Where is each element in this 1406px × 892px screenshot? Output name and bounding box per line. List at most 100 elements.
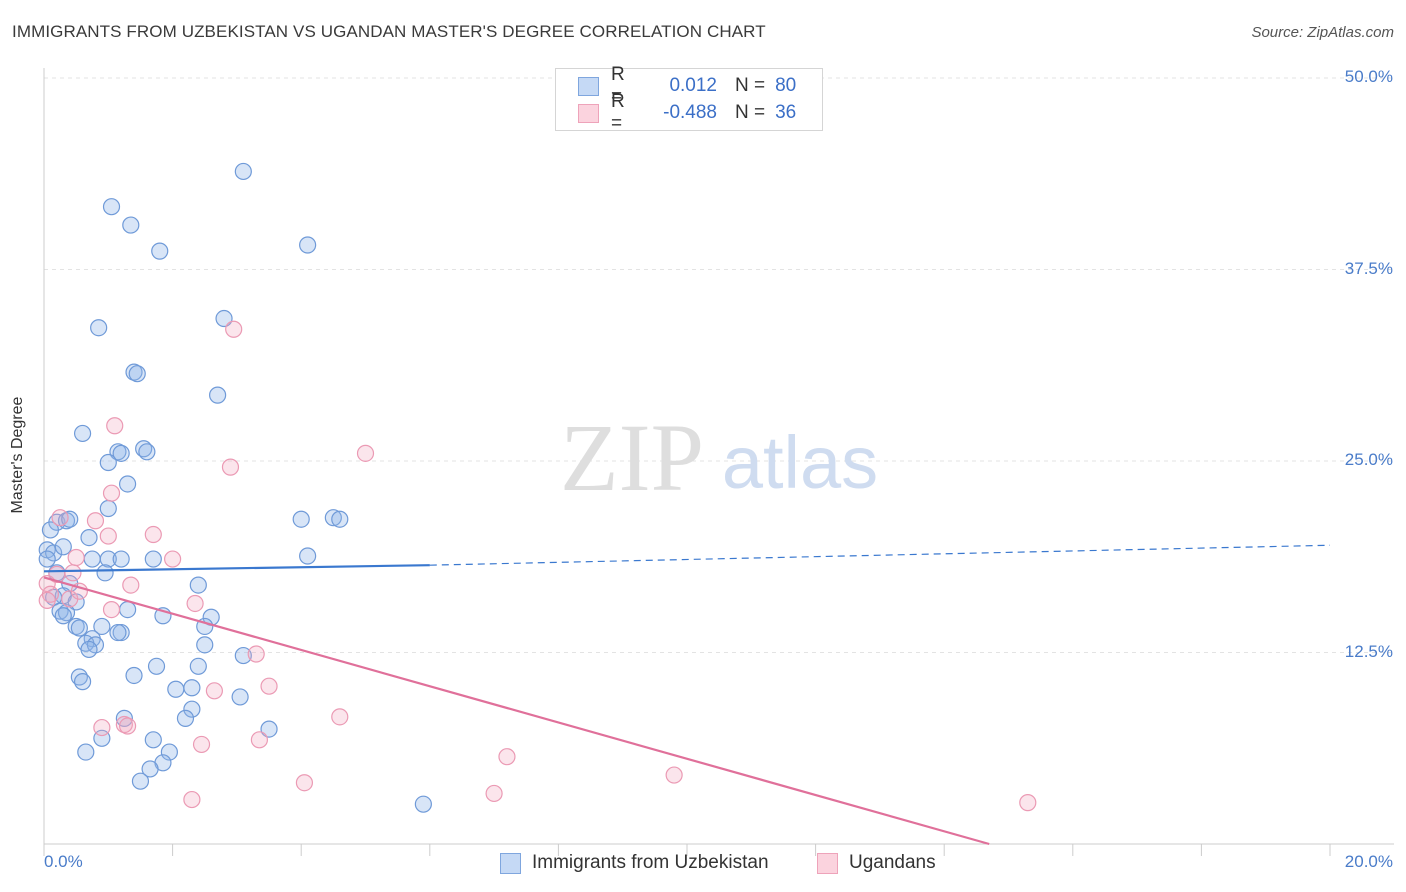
point-pink: [247, 645, 265, 663]
point-pink: [498, 748, 516, 766]
point-blue: [118, 475, 137, 493]
point-blue: [331, 510, 349, 528]
point-blue: [234, 646, 252, 665]
point-blue: [141, 760, 159, 778]
legend-n-value-pink: 36: [775, 102, 797, 123]
chart-title: IMMIGRANTS FROM UZBEKISTAN VS UGANDAN MA…: [12, 22, 766, 41]
point-blue: [183, 700, 201, 718]
point-blue: [292, 510, 310, 528]
trend-line-blue-dashed: [429, 544, 1331, 566]
point-pink: [51, 509, 69, 527]
y-tick-label: 50.0%: [1344, 67, 1393, 86]
point-pink: [122, 576, 140, 594]
point-blue: [135, 440, 153, 458]
point-blue: [131, 772, 150, 790]
point-blue: [112, 550, 130, 568]
point-blue: [160, 743, 178, 761]
trend-lines: [43, 544, 1331, 846]
point-pink: [86, 512, 105, 530]
point-blue: [299, 547, 317, 565]
legend-swatch-pink: [578, 103, 599, 123]
point-blue: [57, 604, 76, 622]
watermark-atlas: atlas: [722, 421, 878, 504]
point-blue: [99, 453, 117, 472]
point-blue: [118, 601, 137, 619]
point-blue: [147, 657, 166, 675]
source-label: Source: ZipAtlas.com: [1251, 24, 1394, 41]
point-blue: [90, 319, 108, 337]
legend-n-label: N =: [735, 75, 766, 96]
bottom-legend-pink: Ugandans: [817, 852, 936, 874]
point-pink: [192, 735, 211, 754]
point-blue: [99, 550, 117, 568]
point-pink: [38, 591, 56, 610]
trend-line-pink: [43, 576, 990, 846]
point-blue: [93, 617, 111, 636]
point-blue: [138, 443, 156, 461]
point-pink: [331, 708, 349, 726]
y-tick-label: 12.5%: [1344, 641, 1393, 661]
point-blue: [96, 564, 114, 582]
correlation-legend: R = 0.012 N = 80 R = -0.488 N = 36: [555, 64, 823, 134]
legend-n-label: N =: [735, 102, 766, 123]
point-blue: [196, 636, 214, 654]
point-pink: [118, 717, 137, 735]
data-points: [38, 162, 1037, 813]
point-blue: [231, 688, 249, 706]
point-pink: [260, 677, 278, 695]
point-blue: [125, 666, 143, 685]
point-blue: [51, 602, 69, 620]
point-blue: [167, 680, 185, 698]
bottom-legend-label-blue: Immigrants from Uzbekistan: [532, 852, 769, 873]
bottom-legend-label-pink: Ugandans: [849, 852, 936, 873]
legend-r-label: R =: [611, 64, 625, 107]
point-blue: [151, 242, 169, 260]
x-tick-min: 0.0%: [44, 852, 83, 871]
point-blue: [112, 444, 130, 462]
point-pink: [205, 682, 223, 700]
point-blue: [189, 576, 207, 594]
point-blue: [122, 216, 140, 234]
point-pink: [106, 417, 124, 435]
point-pink: [225, 320, 243, 338]
legend-r-value-blue: 0.012: [669, 75, 717, 96]
bottom-legend-swatch-pink: [817, 852, 838, 874]
point-blue: [41, 521, 60, 539]
trend-line-blue-solid: [43, 564, 430, 573]
point-blue: [70, 619, 88, 637]
point-blue: [260, 720, 278, 738]
point-blue: [324, 509, 342, 527]
point-pink: [64, 564, 82, 582]
point-blue: [109, 623, 127, 642]
point-blue: [209, 386, 227, 404]
point-blue: [234, 162, 252, 181]
legend-row-blue: R = 0.012 N = 80: [578, 64, 796, 107]
point-blue: [54, 607, 72, 625]
axes: [43, 68, 1394, 856]
bottom-legend-blue: Immigrants from Uzbekistan: [500, 852, 769, 874]
point-blue: [83, 550, 101, 568]
point-blue: [45, 544, 63, 562]
point-pink: [102, 601, 121, 619]
point-blue: [77, 743, 95, 761]
point-blue: [183, 679, 201, 697]
y-axis-label: Master's Degree: [9, 396, 26, 514]
point-blue: [144, 550, 162, 568]
point-blue: [102, 198, 121, 216]
point-blue: [189, 657, 207, 675]
point-pink: [356, 444, 375, 462]
point-pink: [93, 718, 111, 737]
point-pink: [186, 594, 204, 613]
point-blue: [80, 528, 98, 547]
y-tick-label: 25.0%: [1344, 450, 1393, 469]
point-blue: [128, 365, 146, 383]
point-blue: [215, 309, 233, 328]
point-blue: [299, 236, 317, 254]
point-blue: [414, 795, 432, 813]
point-blue: [99, 499, 117, 518]
bottom-legend-swatch-blue: [500, 852, 521, 874]
point-pink: [183, 790, 201, 809]
point-pink: [99, 527, 117, 545]
point-blue: [73, 424, 92, 443]
point-pink: [67, 548, 85, 567]
